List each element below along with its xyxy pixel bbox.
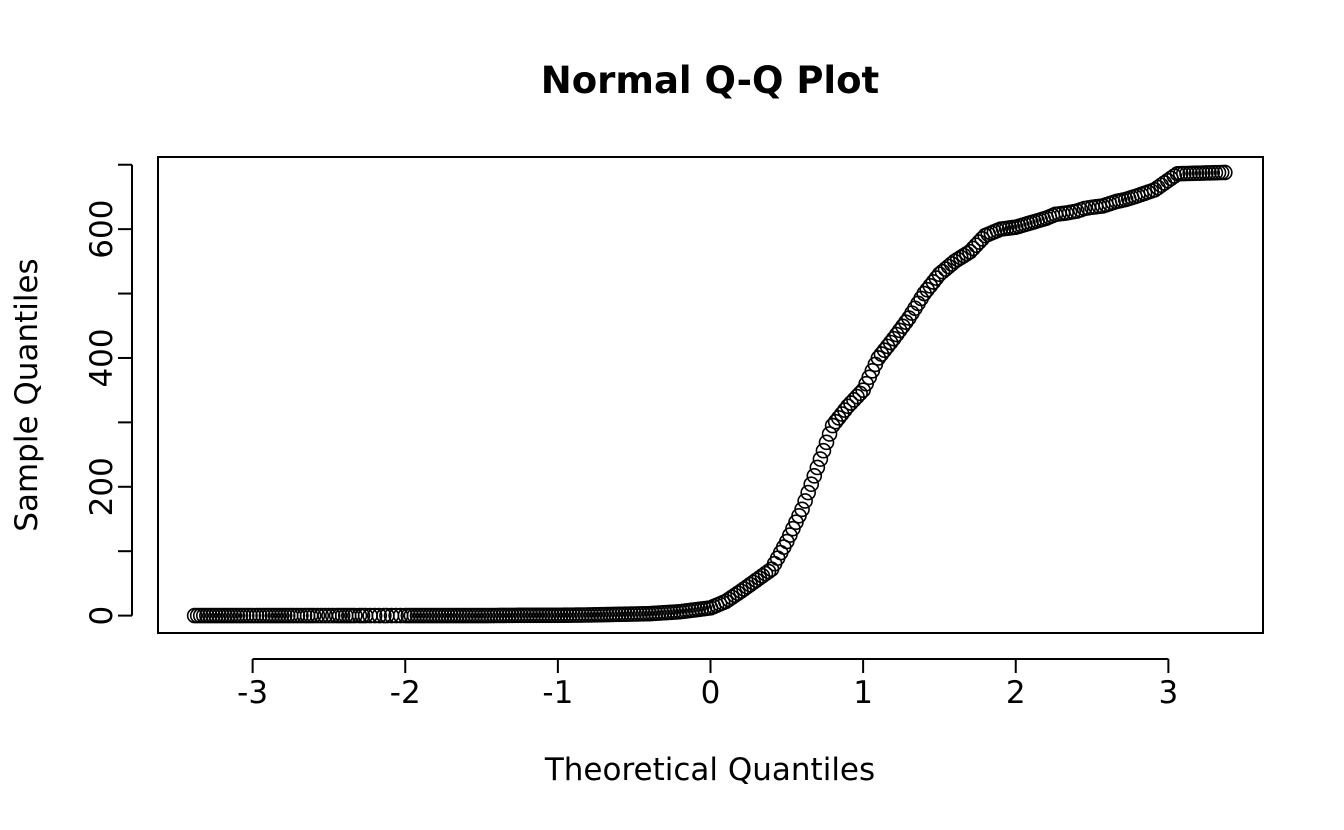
data-point	[800, 484, 816, 501]
y-axis-label: Sample Quantiles	[9, 258, 45, 531]
x-axis-label: Theoretical Quantiles	[544, 752, 875, 788]
data-point	[803, 476, 820, 493]
data-point	[812, 451, 829, 467]
chart-title: Normal Q-Q Plot	[541, 59, 879, 102]
x-tick-label: -1	[542, 675, 573, 711]
data-point	[305, 607, 322, 624]
data-point	[794, 501, 810, 518]
x-axis: -3 -2 -1 0 1 2 3	[237, 658, 1179, 711]
data-point	[293, 607, 309, 624]
data-point	[821, 426, 838, 442]
data-point	[347, 607, 363, 624]
y-axis: 0 200 400 600	[84, 163, 133, 626]
y-tick-label: 0	[84, 606, 120, 626]
data-point	[309, 607, 326, 624]
x-tick-label: -3	[237, 675, 268, 711]
x-tick-label: -2	[390, 675, 421, 711]
data-point	[806, 468, 823, 484]
data-point	[818, 434, 835, 451]
x-tick-label: 2	[1006, 675, 1026, 711]
x-tick-label: 1	[853, 675, 873, 711]
data-point	[907, 300, 923, 317]
data-point	[371, 607, 388, 624]
x-tick-label: 3	[1159, 675, 1179, 711]
data-points	[186, 164, 1233, 624]
plot-frame	[157, 156, 1264, 634]
data-point	[809, 459, 826, 476]
data-point	[815, 442, 832, 459]
data-point	[388, 607, 404, 624]
y-tick-label: 200	[84, 457, 120, 516]
data-point	[1217, 164, 1233, 181]
x-tick-label: 0	[701, 675, 721, 711]
data-point	[366, 607, 383, 624]
y-tick-label: 600	[84, 200, 120, 259]
y-tick-label: 400	[84, 328, 120, 387]
data-point	[324, 607, 341, 624]
data-point	[910, 295, 926, 312]
data-point	[882, 334, 899, 351]
data-point	[313, 607, 330, 624]
data-point	[797, 493, 813, 509]
